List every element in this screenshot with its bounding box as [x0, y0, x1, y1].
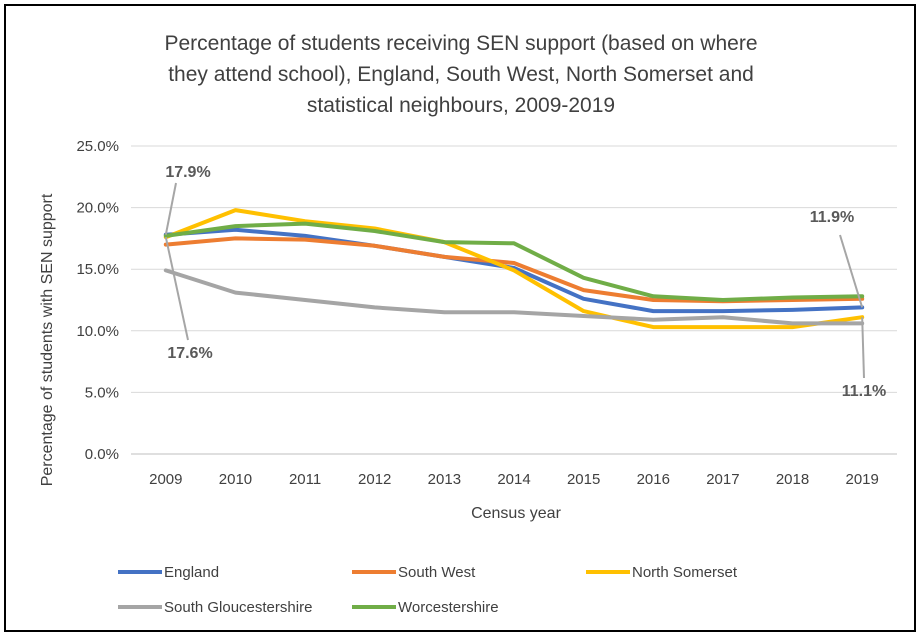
y-axis-title: Percentage of students with SEN support — [39, 193, 56, 486]
legend-label: Worcestershire — [398, 599, 499, 616]
x-tick-label: 2010 — [219, 471, 252, 488]
chart-title-line-1: Percentage of students receiving SEN sup… — [164, 32, 757, 55]
y-tick-label: 0.0% — [85, 446, 119, 463]
x-tick-label: 2014 — [497, 471, 530, 488]
x-tick-label: 2017 — [706, 471, 739, 488]
chart-title-line-3: statistical neighbours, 2009-2019 — [307, 94, 615, 117]
legend: England South West North Somerset South Glo… — [118, 564, 738, 616]
data-label-annotation: 11.9% — [810, 209, 854, 226]
annotation-leader — [839, 234, 864, 308]
annotation-leader — [861, 317, 865, 379]
series-lines — [163, 208, 865, 330]
annotation-leader — [164, 236, 189, 341]
series-line-south-gloucestershire — [163, 268, 865, 326]
y-tick-label: 25.0% — [76, 138, 119, 155]
data-label-annotation: 17.6% — [167, 345, 212, 362]
data-label-annotation: 11.1% — [842, 383, 886, 400]
x-tick-label: 2016 — [637, 471, 670, 488]
x-tick-label: 2013 — [428, 471, 461, 488]
annotations: 17.9% 17.6% 11.9% 11.1% — [165, 164, 886, 400]
x-tick-label: 2012 — [358, 471, 391, 488]
x-axis-title: Census year — [471, 505, 561, 522]
gridlines — [131, 145, 897, 455]
annotation-leader — [164, 182, 177, 235]
data-label-annotation: 17.9% — [165, 164, 210, 181]
x-tick-label: 2015 — [567, 471, 600, 488]
y-tick-label: 10.0% — [76, 323, 119, 340]
y-tick-label: 20.0% — [76, 200, 119, 217]
legend-label: North Somerset — [632, 564, 738, 581]
annotation-leaders — [164, 182, 865, 379]
x-tick-label: 2009 — [149, 471, 182, 488]
legend-label: South Gloucestershire — [164, 599, 312, 616]
chart-title: Percentage of students receiving SEN sup… — [164, 32, 757, 117]
y-tick-label: 15.0% — [76, 261, 119, 278]
x-tick-label: 2011 — [289, 471, 321, 488]
series-line-worcestershire — [163, 221, 865, 302]
x-tick-label: 2018 — [776, 471, 809, 488]
y-tick-label: 5.0% — [85, 384, 119, 401]
chart-title-line-2: they attend school), England, South West… — [168, 63, 754, 86]
legend-label: England — [164, 564, 219, 581]
x-axis-tick-labels: 2009 2010 2011 2012 2013 2014 2015 2016 2017 2018… — [149, 471, 879, 488]
y-axis-tick-labels: 0.0% 5.0% 10.0% 15.0% 20.0% 25.0% — [76, 138, 119, 463]
chart-frame — [4, 4, 916, 632]
series-line-england — [163, 227, 865, 314]
x-tick-label: 2019 — [845, 471, 878, 488]
series-line-north-somerset — [163, 208, 865, 330]
legend-label: South West — [398, 564, 476, 581]
